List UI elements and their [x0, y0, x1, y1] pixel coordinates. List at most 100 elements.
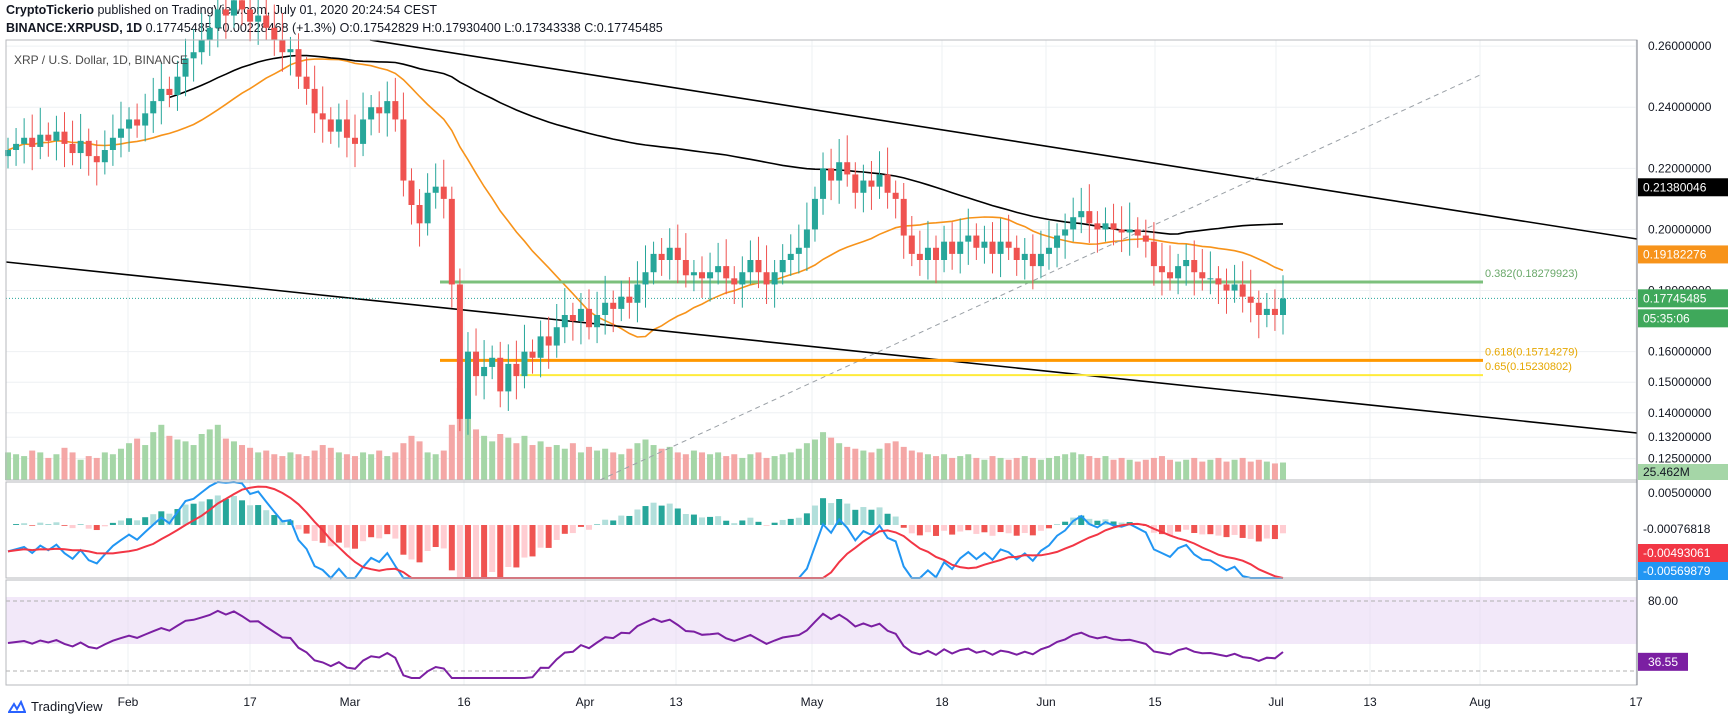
candle-body	[158, 88, 165, 102]
volume-bar	[5, 452, 11, 480]
publish-line: CryptoTickerio published on TradingView.…	[6, 3, 437, 17]
candle-body	[513, 363, 520, 377]
volume-bar	[150, 432, 157, 480]
macd-histogram-bar	[505, 525, 512, 567]
time-tick-label: 18	[935, 695, 949, 709]
volume-bar	[473, 429, 480, 480]
macd-histogram-bar	[1005, 525, 1012, 534]
candle-body	[1280, 298, 1286, 315]
volume-bar	[577, 452, 584, 480]
macd-histogram-bar	[198, 501, 205, 525]
macd-histogram-bar	[1094, 520, 1101, 525]
volume-bar	[1239, 457, 1246, 480]
macd-histogram-bar	[448, 525, 455, 571]
macd-histogram-bar	[707, 516, 714, 525]
macd-histogram-bar	[376, 525, 383, 539]
candle-body	[489, 357, 496, 367]
candle-body	[561, 315, 568, 328]
candle-body	[319, 113, 326, 120]
volume-bar	[965, 454, 972, 480]
macd-histogram-bar	[1280, 525, 1286, 534]
candle-body	[820, 168, 827, 199]
volume-bar	[634, 443, 641, 480]
macd-histogram-bar	[755, 521, 762, 525]
volume-bar	[230, 441, 237, 480]
macd-histogram-bar	[1175, 525, 1182, 532]
volume-bar	[29, 450, 36, 480]
macd-histogram-bar	[811, 505, 818, 525]
candle-body	[126, 119, 133, 129]
ma200-line	[169, 54, 1284, 235]
candle-body	[860, 180, 867, 193]
macd-histogram-bar	[85, 525, 92, 529]
overlays: 0.382(0.18279923) 0.618(0.15714279) 0.65(0…	[5, 39, 1638, 481]
candle-body	[45, 134, 52, 141]
volume-bar	[206, 429, 213, 480]
volume-bar	[1271, 463, 1278, 480]
macd-histogram-bar	[1199, 525, 1206, 535]
macd-histogram-bar	[1158, 525, 1165, 535]
candle-body	[206, 27, 213, 40]
candle-body	[13, 143, 20, 150]
macd-histogram-bar	[206, 499, 213, 525]
time-tick-label: 13	[1363, 695, 1377, 709]
candle-body	[37, 134, 44, 147]
candle-body	[1271, 308, 1278, 315]
volume-label-badge	[1638, 464, 1728, 480]
volume-bar	[303, 456, 310, 480]
time-tick-label: May	[801, 695, 824, 709]
tradingview-icon	[8, 699, 26, 713]
macd-histogram-bar	[981, 525, 988, 533]
candle-body	[327, 119, 334, 132]
price-tick-label: 0.24000000	[1648, 100, 1712, 114]
macd-histogram-bar	[230, 496, 237, 525]
candle-body	[271, 27, 278, 40]
time-tick-label: Apr	[576, 695, 595, 709]
volume-bar	[803, 443, 810, 480]
price-tick-label: 0.15000000	[1648, 375, 1712, 389]
candle-body	[1078, 211, 1085, 218]
volume-bar	[295, 454, 302, 480]
signal-line	[7, 485, 1284, 579]
volume-bar	[586, 446, 593, 480]
candle-body	[618, 296, 625, 309]
volume-bar	[924, 454, 931, 480]
candle-body	[1037, 253, 1044, 267]
volume-bar	[957, 456, 964, 480]
macd-histogram-bar	[513, 525, 520, 568]
volume-bar	[981, 459, 988, 480]
tradingview-logo[interactable]: TradingView	[8, 699, 103, 714]
volume-bar	[456, 388, 463, 480]
time-tick-label: 17	[1629, 695, 1643, 709]
volume-bar	[1150, 457, 1157, 480]
publisher-name[interactable]: CryptoTickerio	[6, 3, 94, 17]
candle-body	[731, 278, 738, 285]
macd-histogram-bar	[319, 525, 326, 543]
candle-body	[1118, 229, 1125, 233]
volume-bar	[682, 454, 689, 480]
volume-bar	[916, 452, 923, 480]
price-label-badge	[1638, 245, 1728, 264]
candle-body	[844, 162, 851, 175]
candle-body	[690, 272, 697, 276]
volume-bar	[561, 448, 568, 480]
rsi-tick-label: 80.00	[1648, 594, 1678, 608]
volume-bar	[1191, 457, 1198, 480]
macd-histogram-bar	[1054, 524, 1061, 525]
macd-histogram-bar	[836, 499, 843, 525]
macd-histogram-bar	[892, 516, 899, 525]
candle-body	[1086, 211, 1093, 224]
fib-level-label: 0.65(0.15230802)	[1485, 361, 1572, 373]
price-label-text: 0.21380046	[1643, 180, 1707, 194]
candle-body	[287, 49, 294, 53]
rsi-band	[6, 597, 1637, 644]
candle-body	[941, 241, 948, 260]
price-tick-label: 0.13200000	[1648, 430, 1712, 444]
candle-body	[771, 272, 778, 285]
volume-bar	[37, 452, 44, 480]
time-tick-label: Aug	[1469, 695, 1490, 709]
candle-body	[763, 272, 770, 285]
candle-body	[117, 128, 124, 138]
volume-bar	[311, 450, 318, 480]
